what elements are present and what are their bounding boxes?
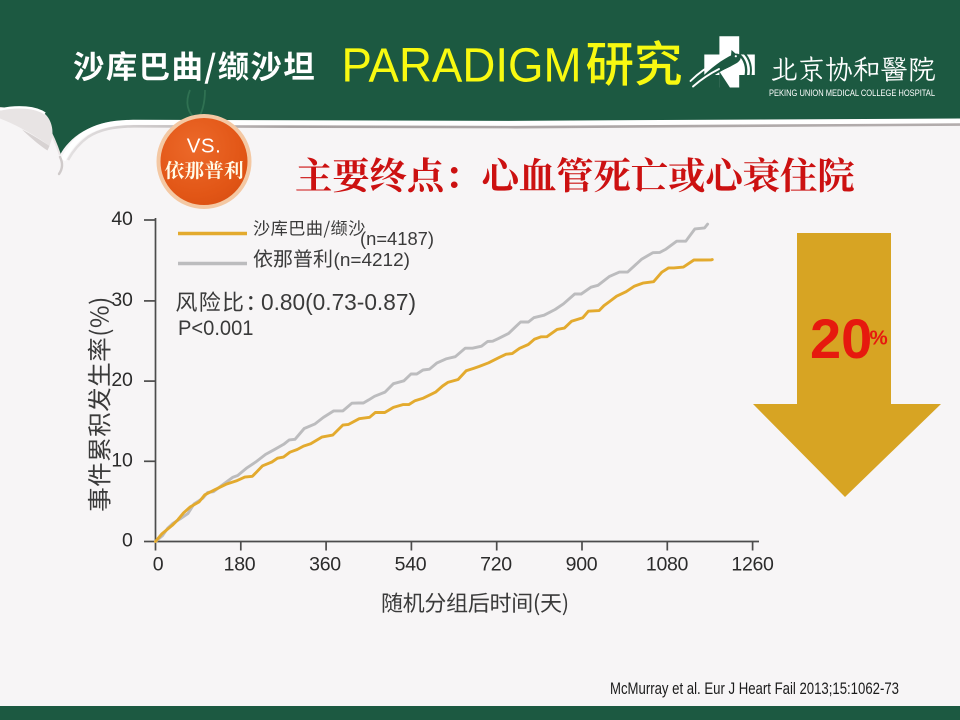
svg-text:McMurray et al. Eur J Heart Fa: McMurray et al. Eur J Heart Fail 2013;15… [610, 679, 899, 698]
svg-text:(n=4212): (n=4212) [334, 249, 411, 270]
svg-text:900: 900 [566, 554, 598, 576]
svg-text:%: % [870, 327, 888, 350]
svg-text:540: 540 [395, 554, 427, 576]
svg-text:0: 0 [122, 530, 133, 552]
svg-text:1080: 1080 [646, 554, 689, 576]
svg-text:P<0.001: P<0.001 [178, 316, 254, 340]
svg-text:VS.: VS. [187, 135, 222, 158]
svg-text:0.80(0.73-0.87): 0.80(0.73-0.87) [261, 289, 416, 315]
svg-text:(n=4187): (n=4187) [360, 228, 434, 249]
svg-text:PEKING UNION MEDICAL COLLEGE H: PEKING UNION MEDICAL COLLEGE HOSPITAL [769, 88, 936, 99]
svg-text:720: 720 [480, 554, 512, 576]
svg-text:1260: 1260 [731, 554, 774, 576]
svg-text:180: 180 [224, 554, 256, 576]
svg-text:PARADIGM: PARADIGM [342, 39, 582, 93]
svg-text:0: 0 [153, 554, 164, 576]
svg-text:30: 30 [111, 289, 133, 311]
svg-text:40: 40 [111, 208, 133, 230]
svg-text:360: 360 [309, 554, 341, 576]
svg-text:10: 10 [111, 449, 133, 471]
svg-text:20: 20 [810, 307, 872, 370]
svg-text:20: 20 [111, 369, 133, 391]
